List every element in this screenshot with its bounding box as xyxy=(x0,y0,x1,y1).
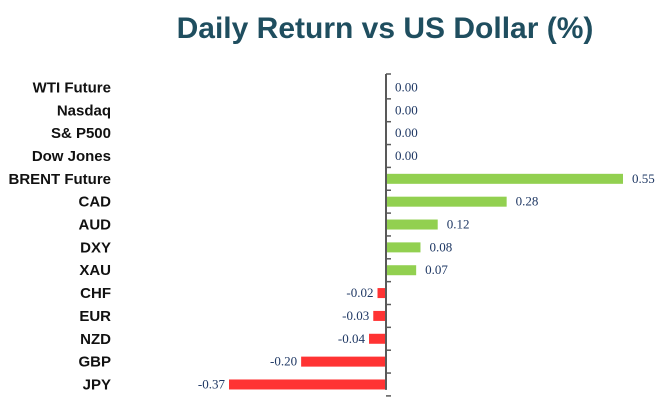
bar xyxy=(386,219,438,230)
category-label: AUD xyxy=(79,217,112,234)
category-label: DXY xyxy=(80,239,111,256)
bar xyxy=(369,333,386,344)
value-label: -0.03 xyxy=(342,308,369,323)
value-labels-group: 0.00 0.00 0.00 0.00 0.55 0.28 0.12 0.08 0.07 -0.0… xyxy=(198,79,655,391)
value-label: -0.37 xyxy=(198,376,226,391)
value-label: 0.12 xyxy=(447,217,470,232)
bar xyxy=(373,310,386,321)
category-label: CHF xyxy=(80,285,111,302)
chart-title: Daily Return vs US Dollar (%) xyxy=(176,12,594,45)
category-label: BRENT Future xyxy=(9,171,112,188)
value-label: -0.04 xyxy=(338,331,366,346)
category-label: WTI Future xyxy=(33,79,111,96)
bar xyxy=(386,173,623,184)
category-label: Dow Jones xyxy=(32,148,111,165)
bar xyxy=(377,288,386,299)
bar xyxy=(386,265,417,276)
value-label: -0.02 xyxy=(346,285,373,300)
value-label: 0.55 xyxy=(632,171,655,186)
value-label: 0.00 xyxy=(395,79,418,94)
bar xyxy=(229,379,386,390)
value-label: 0.00 xyxy=(395,102,418,117)
bar xyxy=(386,196,507,207)
bar xyxy=(301,356,386,367)
value-label: -0.20 xyxy=(270,354,297,369)
value-label: 0.00 xyxy=(395,148,418,163)
category-label: EUR xyxy=(79,308,111,325)
category-labels-group: WTI Future Nasdaq S& P500 Dow Jones BRENT Fu… xyxy=(9,79,112,393)
category-label: S& P500 xyxy=(51,125,111,142)
value-label: 0.07 xyxy=(425,262,448,277)
value-label: 0.00 xyxy=(395,125,418,140)
value-label: 0.28 xyxy=(516,194,539,209)
value-label: 0.08 xyxy=(429,239,452,254)
axis-group xyxy=(385,73,391,397)
category-label: CAD xyxy=(79,194,112,211)
bars-group xyxy=(229,173,623,390)
category-label: GBP xyxy=(78,354,111,371)
category-label: Nasdaq xyxy=(57,102,111,119)
category-label: JPY xyxy=(83,376,111,393)
category-label: XAU xyxy=(79,262,111,279)
category-label: NZD xyxy=(80,331,111,348)
bar xyxy=(386,242,421,253)
